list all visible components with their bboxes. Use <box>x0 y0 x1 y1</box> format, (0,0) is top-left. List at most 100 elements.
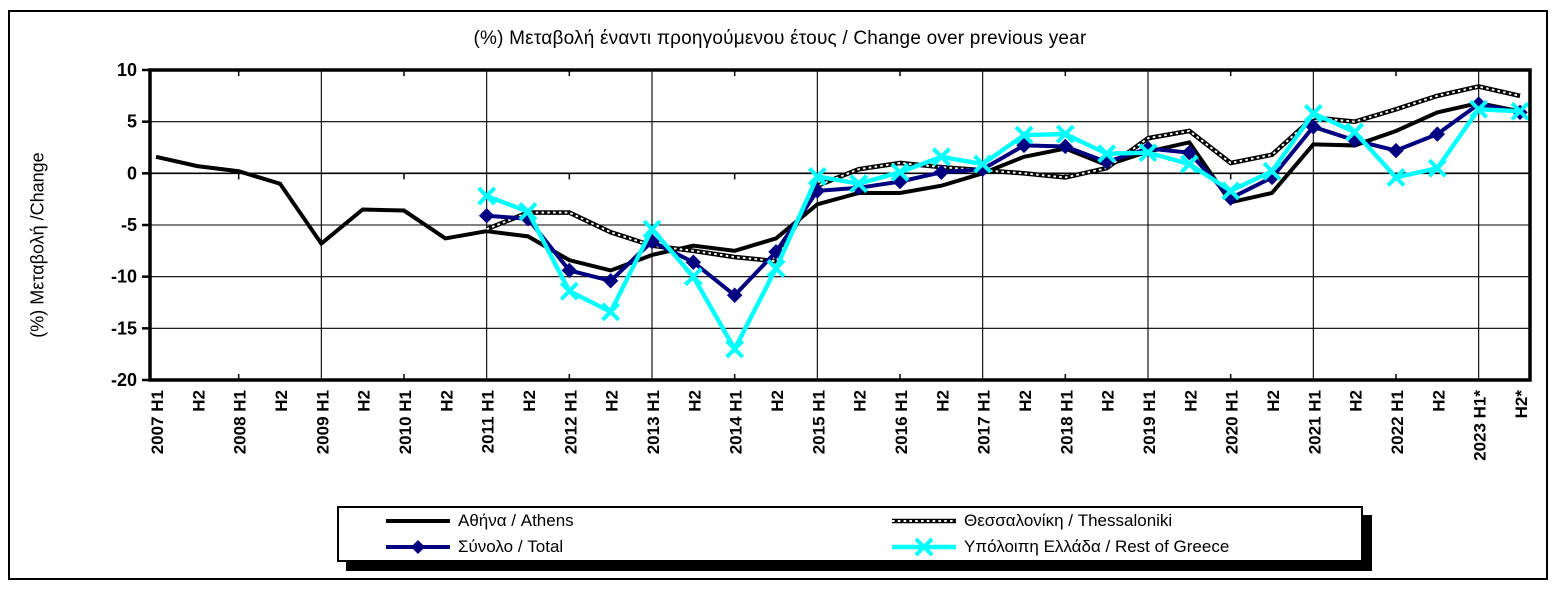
legend-item-rest-of-greece: Υπόλοιπη Ελλάδα / Rest of Greece <box>850 534 1361 560</box>
marker-x <box>1138 143 1158 163</box>
x-tick-label: H2 <box>768 390 787 412</box>
x-tick-label: 2019 H1 <box>1140 390 1159 454</box>
y-tick-label: -20 <box>111 370 137 390</box>
marker-x <box>849 174 869 194</box>
legend-marker-x <box>914 537 934 557</box>
x-tick-label: H2* <box>1512 390 1531 419</box>
marker-x <box>477 186 497 206</box>
marker-x <box>973 154 993 174</box>
legend-label-total: Σύνολο / Total <box>458 537 564 556</box>
marker-x <box>931 147 951 167</box>
marker-x <box>1386 168 1406 187</box>
marker-diamond <box>768 244 784 260</box>
x-tick-label: 2021 H1 <box>1305 390 1324 454</box>
marker-x <box>1303 103 1323 123</box>
marker-x <box>518 202 538 221</box>
marker-x <box>890 162 910 182</box>
x-tick-label: 2016 H1 <box>892 390 911 454</box>
x-tick-label: H2 <box>1016 390 1035 412</box>
chart-title: (%) Μεταβολή έναντι προηγούμενου έτους /… <box>473 28 1087 49</box>
marker-x <box>642 219 662 239</box>
marker-diamond <box>933 164 950 181</box>
legend-swatch-athens <box>386 519 450 523</box>
series-line <box>485 107 1521 354</box>
marker-x <box>1469 99 1489 119</box>
x-tick-label: 2015 H1 <box>809 390 828 454</box>
legend-swatch-rest-of-greece <box>892 537 956 557</box>
marker-diamond <box>1016 137 1032 154</box>
marker-x <box>601 302 621 322</box>
marker-x <box>1427 158 1447 178</box>
legend-label-athens: Αθήνα / Athens <box>458 511 574 530</box>
x-tick-label: H2 <box>603 390 622 412</box>
marker-diamond <box>685 254 702 270</box>
x-tick-label: 2010 H1 <box>396 390 415 454</box>
marker-diamond <box>1181 144 1198 161</box>
x-tick-label: 2014 H1 <box>727 390 746 454</box>
y-tick-label: 5 <box>127 112 137 132</box>
x-tick-label: H2 <box>1429 390 1448 412</box>
x-tick-label: H2 <box>520 390 539 412</box>
legend: Αθήνα / Athens Θεσσαλονίκη / Thessalonik… <box>337 506 1363 562</box>
x-tick-label: H2 <box>685 390 704 412</box>
marker-x <box>1097 144 1117 164</box>
legend-swatch-total <box>386 540 450 554</box>
y-tick-label: -5 <box>121 215 137 235</box>
legend-item-thessaloniki: Θεσσαλονίκη / Thessaloniki <box>850 508 1361 534</box>
x-tick-label: H2 <box>437 390 456 412</box>
x-tick-label: 2020 H1 <box>1223 390 1242 454</box>
legend-label-rest-of-greece: Υπόλοιπη Ελλάδα / Rest of Greece <box>964 537 1230 556</box>
series-line <box>486 101 1521 298</box>
marker-diamond <box>726 287 743 303</box>
marker-x <box>1345 122 1365 142</box>
marker-x <box>683 267 703 287</box>
legend-label-thessaloniki: Θεσσαλονίκη / Thessaloniki <box>964 511 1173 530</box>
x-tick-label: 2023 H1* <box>1471 390 1490 461</box>
marker-x <box>1179 154 1199 174</box>
x-tick-label: H2 <box>272 390 291 412</box>
marker-diamond <box>1429 126 1446 142</box>
marker-x <box>1221 181 1241 201</box>
marker-x <box>1262 161 1282 181</box>
y-tick-label: -15 <box>111 318 137 338</box>
x-tick-label: 2017 H1 <box>975 390 994 454</box>
y-tick-label: 0 <box>127 163 137 183</box>
legend-item-athens: Αθήνα / Athens <box>339 508 850 534</box>
marker-x <box>1510 101 1530 121</box>
x-tick-label: H2 <box>933 390 952 412</box>
legend-item-total: Σύνολο / Total <box>339 534 850 560</box>
marker-diamond <box>561 262 578 279</box>
x-tick-label: H2 <box>1264 390 1283 412</box>
marker-diamond <box>602 273 619 289</box>
series-line <box>155 101 1521 273</box>
marker-diamond <box>1057 138 1074 155</box>
marker-diamond <box>478 207 495 224</box>
x-tick-label: H2 <box>1099 390 1118 412</box>
marker-x <box>766 258 786 278</box>
x-tick-label: H2 <box>1347 390 1366 412</box>
x-tick-label: 2011 H1 <box>479 390 498 453</box>
x-tick-label: 2012 H1 <box>561 390 580 454</box>
marker-x <box>807 167 827 186</box>
y-tick-label: -10 <box>111 267 137 287</box>
legend-marker-diamond <box>411 540 425 554</box>
marker-x <box>1055 124 1075 144</box>
x-tick-label: 2009 H1 <box>313 390 332 454</box>
x-tick-label: 2013 H1 <box>644 390 663 454</box>
x-tick-label: 2008 H1 <box>231 390 250 454</box>
marker-diamond <box>1305 119 1322 135</box>
y-axis-title: (%) Μεταβολή /Change <box>27 152 48 338</box>
x-tick-label: 2022 H1 <box>1388 390 1407 454</box>
marker-x <box>725 339 745 359</box>
x-tick-label: 2018 H1 <box>1057 390 1076 454</box>
x-tick-label: H2 <box>1181 390 1200 412</box>
x-tick-label: H2 <box>851 390 870 412</box>
marker-x <box>559 281 579 301</box>
x-tick-label: 2007 H1 <box>148 390 167 454</box>
legend-swatch-thessaloniki <box>892 518 956 524</box>
y-tick-label: 10 <box>117 60 137 80</box>
marker-x <box>1014 125 1034 145</box>
x-tick-label: H2 <box>355 390 374 412</box>
